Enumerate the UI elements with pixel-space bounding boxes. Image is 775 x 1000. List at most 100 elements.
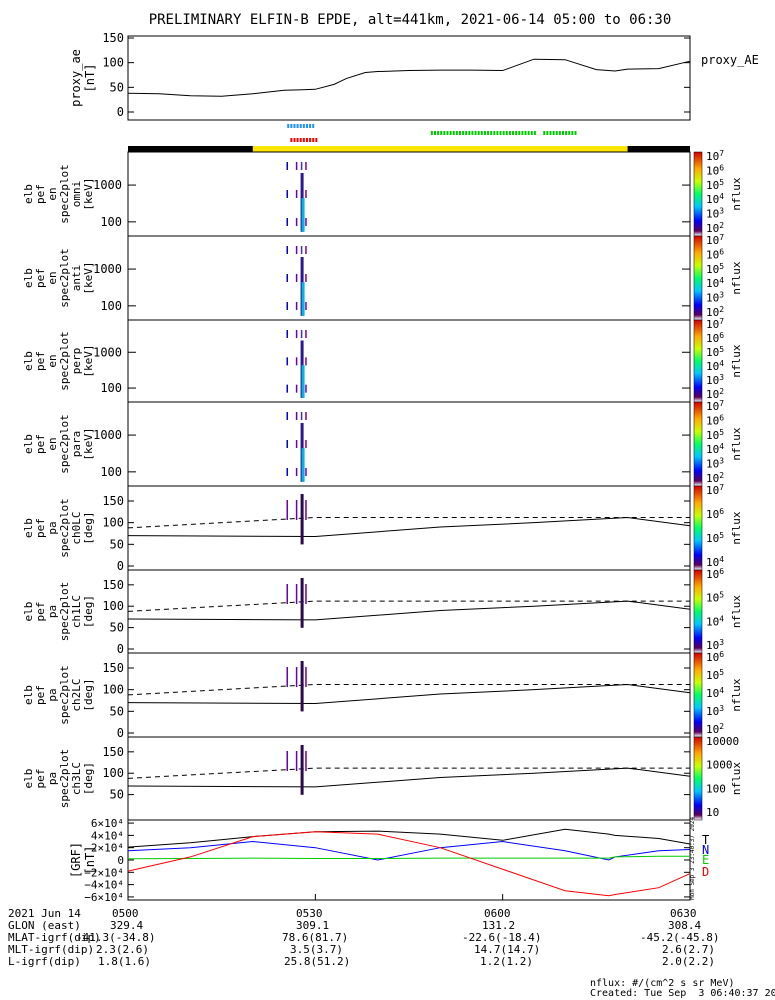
pitch-dashed-line <box>127 683 690 696</box>
ae-ytick-label: 150 <box>102 31 124 45</box>
marker-green <box>468 131 471 135</box>
colorbar-tick-label: 106 <box>706 507 724 521</box>
marker-blue <box>302 124 305 128</box>
grf-ytick-label: 0 <box>117 854 124 867</box>
pitch-dashed-line <box>127 600 690 612</box>
mlat-2: -22.6(-18.4) <box>462 931 542 944</box>
pitch-ylabel-line: spec2plot <box>58 749 71 809</box>
colorbar-tick-label: 103 <box>706 291 724 305</box>
ae-legend: proxy_AE <box>701 53 759 67</box>
grf-ytick-label: 4×10⁴ <box>91 829 124 842</box>
colorbar-tick-label: 104 <box>706 359 724 373</box>
marker-green <box>474 131 477 135</box>
ae-series-line <box>127 58 691 97</box>
energy-ylabel-line: en <box>46 354 59 367</box>
pitch-ylabel-line: [deg] <box>82 762 95 795</box>
energy-ytick-label: 1000 <box>93 178 122 192</box>
marker-green <box>480 131 483 135</box>
pitch-ytick-label: 100 <box>102 599 124 613</box>
energy-frame <box>127 151 691 237</box>
marker-green <box>571 131 574 135</box>
colorbar-tick-label: 103 <box>706 207 724 221</box>
colorbar <box>693 736 703 821</box>
ae-ylabel: proxy_ae <box>69 49 83 107</box>
energy-ylabel-line: elb <box>22 184 35 204</box>
marker-green <box>561 131 564 135</box>
marker-green <box>449 131 452 135</box>
state-bar-yellow <box>252 146 628 152</box>
colorbar-tick-label: 104 <box>706 686 724 700</box>
pitch-ytick-label: 100 <box>102 766 124 780</box>
pitch-solid-line <box>127 683 691 705</box>
grf-line-T <box>127 828 691 848</box>
colorbar <box>693 401 703 487</box>
mlt-1: 3.5(3.7) <box>290 943 343 956</box>
marker-red <box>296 138 299 142</box>
pitch-ylabel-line: spec2plot <box>58 665 71 725</box>
pitch-burst-core <box>300 578 304 628</box>
pitch-ytick-label: 100 <box>102 683 124 697</box>
state-bar-black <box>627 146 690 152</box>
marker-green <box>483 131 486 135</box>
pitch-ytick-label: 0 <box>117 642 124 656</box>
pitch-frame <box>127 485 691 571</box>
orbit-row-glon-label: GLON (east) <box>8 919 81 932</box>
energy-panel-0: 1000 100 elb pef en spec2plot omni [keV] <box>22 151 691 237</box>
pitch-ytick-label: 50 <box>110 788 124 802</box>
grf-series <box>127 828 691 897</box>
colorbar-label: nflux <box>730 678 743 711</box>
marker-green <box>452 131 455 135</box>
grf-frame <box>127 819 691 901</box>
marker-green <box>508 131 511 135</box>
grf-ytick-label: −6×10⁴ <box>84 891 124 904</box>
energy-ylabel-line: elb <box>22 434 35 454</box>
orbit-row-date-label: 2021 Jun 14 <box>8 907 81 920</box>
marker-green <box>565 131 568 135</box>
energy-ylabel-line: spec2plot <box>58 248 71 308</box>
marker-green <box>446 131 449 135</box>
l-0: 1.8(1.6) <box>98 955 151 968</box>
marker-green <box>568 131 571 135</box>
colorbar-label: nflux <box>730 595 743 628</box>
legend-D: D <box>702 865 709 879</box>
pitch-panel-2: 150 100 50 0 elb pef pa spec2plot ch2LC [deg] <box>22 652 691 740</box>
marker-green <box>477 131 480 135</box>
colorbar-tick-label: 105 <box>706 345 724 359</box>
energy-ylabel-line: spec2plot <box>58 331 71 391</box>
colorbar-tick-label: 103 <box>706 704 724 718</box>
energy-ytick-label: 1000 <box>93 428 122 442</box>
pitch-ylabel-line: ch2LC <box>70 678 83 711</box>
energy-ytick-label: 1000 <box>93 345 122 359</box>
marker-blue <box>293 124 296 128</box>
marker-green <box>505 131 508 135</box>
glon-2: 131.2 <box>482 919 516 932</box>
ae-yticks: 150 100 50 0 <box>102 31 690 119</box>
colorbar-label: nflux <box>730 762 743 795</box>
legend-N: N <box>702 843 709 857</box>
marker-red <box>290 138 293 142</box>
marker-blue <box>312 124 315 128</box>
pitch-burst-core <box>300 494 304 545</box>
marker-green <box>524 131 527 135</box>
marker-red <box>309 138 312 142</box>
mlt-0: 2.3(2.6) <box>96 943 149 956</box>
marker-red <box>312 138 315 142</box>
marker-green <box>471 131 474 135</box>
l-3: 2.0(2.2) <box>662 955 715 968</box>
colorbar-tick-label: 107 <box>706 317 724 331</box>
marker-red <box>305 138 308 142</box>
orbit-row-mlat-label: MLAT-igrf(dip) <box>8 931 101 944</box>
energy-frame <box>127 401 691 487</box>
marker-green <box>502 131 505 135</box>
mlat-3: -45.2(-45.8) <box>640 931 720 944</box>
colorbar <box>693 235 703 321</box>
colorbar-tick-label: 105 <box>706 531 724 545</box>
marker-green <box>552 131 555 135</box>
marker-green <box>549 131 552 135</box>
grf-ytick-label: 6×10⁴ <box>91 817 124 830</box>
grf-ytick-label: −4×10⁴ <box>84 879 124 892</box>
marker-green <box>499 131 502 135</box>
colorbar-tick-label: 106 <box>706 650 724 664</box>
